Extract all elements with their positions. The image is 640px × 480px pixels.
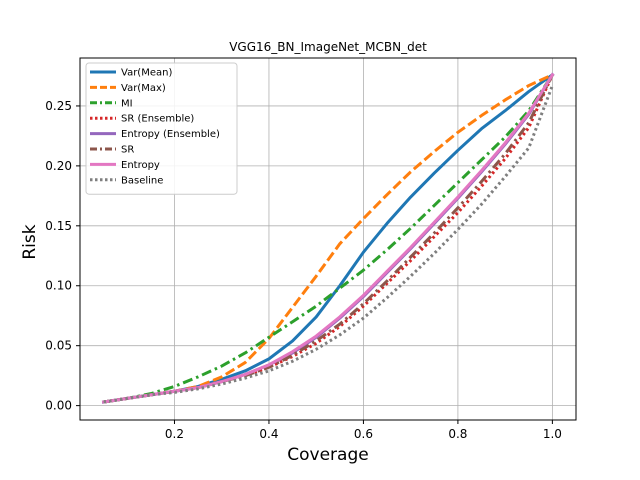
series-line-sr-ensemble — [103, 74, 554, 404]
x-axis-title: Coverage — [287, 445, 368, 465]
x-tick-label: 0.4 — [259, 427, 278, 441]
legend-label: Baseline — [121, 175, 163, 186]
x-tick-label: 0.8 — [448, 427, 467, 441]
x-tick-label: 0.2 — [165, 427, 184, 441]
y-tick-label: 0.25 — [45, 99, 72, 113]
legend-label: Entropy — [121, 160, 160, 171]
x-tick-label: 1.0 — [543, 427, 562, 441]
series-line-baseline — [103, 85, 554, 404]
y-axis-title: Risk — [20, 224, 40, 259]
legend-label: Var(Max) — [121, 83, 166, 94]
legend-box — [85, 62, 238, 195]
chart-title: VGG16_BN_ImageNet_MCBN_det — [229, 40, 427, 54]
series-line-mi — [103, 73, 554, 404]
legend-label: MI — [121, 98, 133, 109]
y-tick-label: 0.00 — [45, 399, 72, 413]
y-tick-label: 0.10 — [45, 279, 72, 293]
legend-label: Entropy (Ensemble) — [121, 129, 220, 140]
legend: Var(Mean) Var(Max) MI SR (Ensemble) Entropy … — [85, 62, 238, 195]
axes-frame — [79, 57, 577, 421]
y-tick-label: 0.20 — [45, 159, 72, 173]
legend-label: SR (Ensemble) — [121, 114, 194, 125]
legend-label: Var(Mean) — [121, 68, 172, 79]
plot-area: 0.2 0.4 0.6 0.8 1.0 0.00 0.05 0.10 0.15 0.20 0.25 — [45, 57, 577, 441]
series-line-entropy — [101, 72, 555, 404]
x-tick-label: 0.6 — [354, 427, 373, 441]
y-tick-label: 0.05 — [45, 339, 72, 353]
y-tick-label: 0.15 — [45, 219, 72, 233]
legend-label: SR — [121, 145, 134, 156]
